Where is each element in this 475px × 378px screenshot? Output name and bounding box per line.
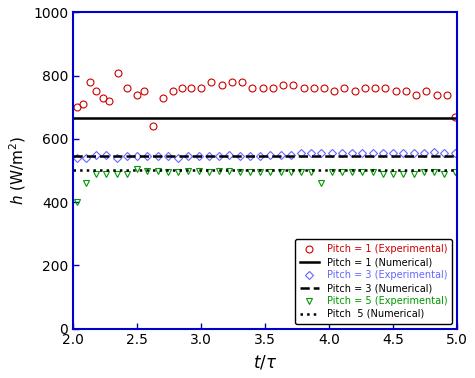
Legend: Pitch = 1 (Experimental), Pitch = 1 (Numerical), Pitch = 3 (Experimental), Pitch: Pitch = 1 (Experimental), Pitch = 1 (Num…: [294, 240, 452, 324]
X-axis label: $t/\tau$: $t/\tau$: [253, 353, 277, 371]
Y-axis label: $h$ (W/m$^2$): $h$ (W/m$^2$): [7, 136, 28, 205]
